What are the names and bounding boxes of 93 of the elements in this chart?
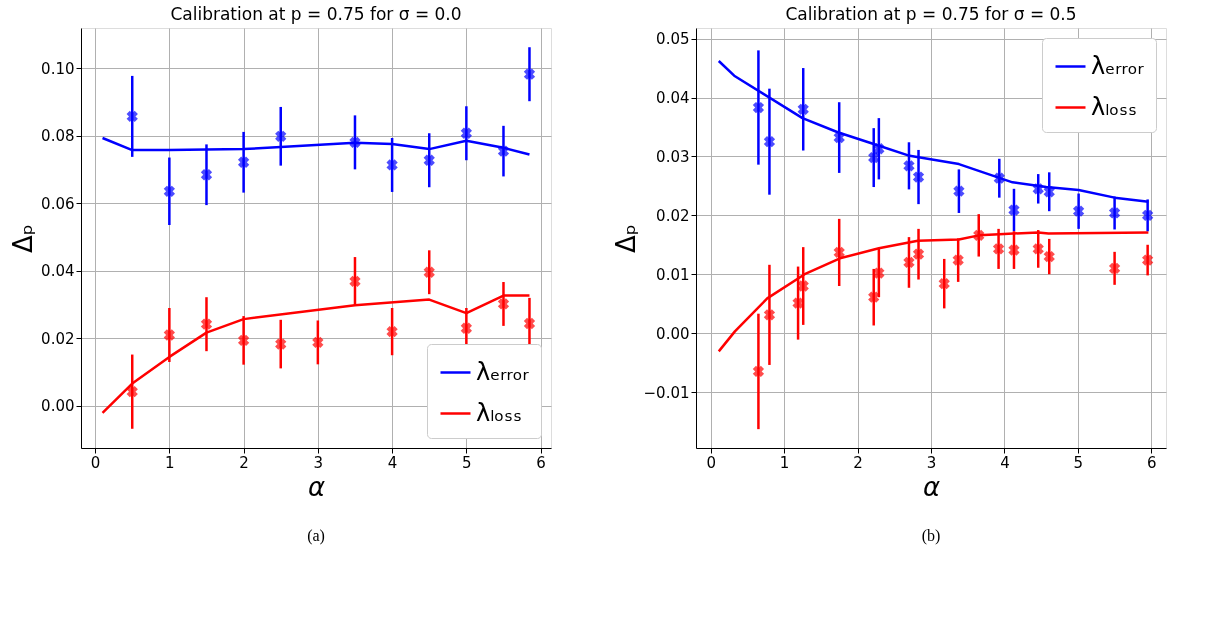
legend-label: λₑᵣᵣₒᵣ xyxy=(476,357,530,386)
point xyxy=(953,185,965,197)
y-tick-label: 0.02 xyxy=(41,329,75,348)
point xyxy=(833,246,845,259)
x-tick-label: 6 xyxy=(1147,453,1157,472)
x-tick-label: 4 xyxy=(387,453,398,472)
point xyxy=(912,171,925,183)
y-tick-label: 0.06 xyxy=(41,194,75,213)
point xyxy=(1032,243,1044,255)
point xyxy=(312,336,324,349)
x-tick-label: 1 xyxy=(779,453,790,472)
point xyxy=(763,136,776,148)
point xyxy=(1142,254,1154,266)
x-tick-label: 1 xyxy=(165,453,175,472)
point xyxy=(275,338,287,350)
x-axis-title: α xyxy=(922,471,941,502)
point xyxy=(163,329,175,341)
point xyxy=(763,309,776,321)
point xyxy=(1008,204,1020,216)
x-tick-label: 3 xyxy=(313,453,324,472)
point xyxy=(952,254,964,266)
point xyxy=(1032,183,1044,195)
point xyxy=(797,103,809,115)
point xyxy=(868,291,880,303)
chart-title: Calibration at p = 0.75 for σ = 0.0 xyxy=(170,4,462,24)
point xyxy=(1142,209,1154,221)
point xyxy=(1043,186,1055,198)
y-tick-label: 0.05 xyxy=(656,30,690,49)
point xyxy=(497,145,510,157)
point xyxy=(903,160,915,172)
y-tick-label: 0.04 xyxy=(656,89,690,108)
point xyxy=(873,143,885,155)
point xyxy=(993,172,1005,184)
x-tick-label: 6 xyxy=(536,453,546,472)
point xyxy=(1108,262,1121,274)
y-axis-title: Δₚ xyxy=(8,224,39,253)
point xyxy=(752,365,765,378)
point xyxy=(237,156,250,168)
point xyxy=(163,185,175,197)
x-tick-label: 2 xyxy=(239,453,249,472)
legend-label: λₗₒₛₛ xyxy=(476,398,523,427)
y-tick-label: 0.01 xyxy=(656,265,690,284)
point xyxy=(460,127,472,139)
point xyxy=(523,317,536,330)
legend-label: λₗₒₛₛ xyxy=(1091,92,1138,121)
point xyxy=(1108,207,1121,219)
text: (b) xyxy=(921,527,941,545)
x-tick-label: 0 xyxy=(706,453,716,472)
point xyxy=(386,159,398,171)
text: (a) xyxy=(307,527,325,545)
point xyxy=(1043,250,1055,263)
point xyxy=(992,243,1005,255)
point xyxy=(1072,205,1085,217)
x-tick-label: 3 xyxy=(926,453,937,472)
point xyxy=(200,169,213,181)
point xyxy=(237,334,250,347)
x-tick-label: 5 xyxy=(462,453,472,472)
point xyxy=(752,101,765,114)
y-tick-label: 0.00 xyxy=(41,397,75,416)
y-tick-label: 0.02 xyxy=(656,206,690,225)
point xyxy=(1008,244,1020,256)
point xyxy=(912,248,925,260)
point xyxy=(833,131,845,144)
point xyxy=(349,275,361,287)
point xyxy=(423,154,435,166)
y-tick-label: 0.03 xyxy=(656,147,690,166)
y-tick-label: 0.10 xyxy=(41,59,75,78)
y-tick-label: −0.01 xyxy=(643,383,690,402)
point xyxy=(200,318,213,330)
x-tick-label: 2 xyxy=(853,453,863,472)
legend-label: λₑᵣᵣₒᵣ xyxy=(1091,51,1145,80)
point xyxy=(275,130,287,142)
point xyxy=(497,298,510,310)
point xyxy=(460,322,472,334)
point xyxy=(873,267,885,279)
point xyxy=(973,229,985,241)
x-tick-label: 0 xyxy=(90,453,101,472)
y-tick-label: 0.08 xyxy=(41,127,75,146)
point xyxy=(938,278,950,290)
point xyxy=(349,136,361,148)
point xyxy=(903,256,915,269)
y-tick-label: 0.04 xyxy=(41,262,75,281)
y-tick-label: 0.00 xyxy=(656,324,690,343)
point xyxy=(423,266,435,278)
point xyxy=(126,110,138,123)
chart-title: Calibration at p = 0.75 for σ = 0.5 xyxy=(785,4,1077,24)
y-axis-title: Δₚ xyxy=(610,224,641,253)
point xyxy=(126,386,138,398)
x-tick-label: 4 xyxy=(1000,453,1010,472)
point xyxy=(386,325,398,338)
x-axis-title: α xyxy=(307,471,326,502)
x-tick-label: 5 xyxy=(1073,453,1084,472)
point xyxy=(523,68,536,80)
